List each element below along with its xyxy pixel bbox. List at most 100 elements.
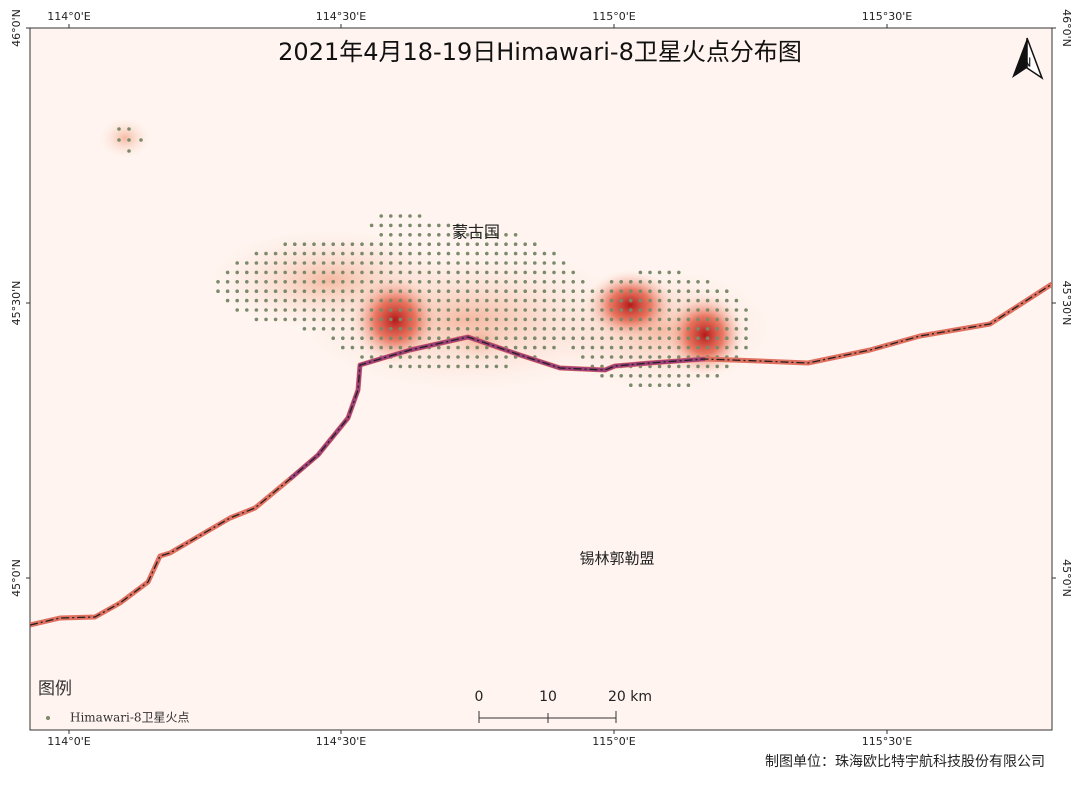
fire-point [542,317,547,322]
fire-point [648,280,652,284]
fire-point [369,289,374,294]
fire-point [264,298,268,303]
fire-point [437,270,441,275]
fire-point [369,223,374,228]
fire-point [475,298,480,303]
fire-point [667,345,671,350]
fire-point [369,327,374,331]
fire-point [446,233,451,237]
fire-point [398,308,403,312]
fire-point [417,364,422,369]
fire-point [389,345,393,350]
fire-point [398,280,403,284]
fire-point [648,336,652,341]
fire-point [312,261,316,265]
fire-point [494,317,499,322]
fire-point [561,327,566,331]
fire-point [494,298,499,303]
fire-point [417,298,422,303]
fire-point [705,364,710,369]
fire-point [533,270,537,275]
fire-point [629,355,633,359]
fire-point [293,317,297,322]
fire-point [590,355,595,359]
fire-point [398,251,403,256]
y-tick-label: 46°0'N [10,9,23,47]
fire-point [369,251,374,256]
fire-point [465,233,470,237]
fire-point [657,270,662,275]
fire-point [648,327,652,331]
fire-point [581,289,585,294]
fire-point [437,327,441,331]
fire-point [293,251,297,256]
fire-point [504,289,508,294]
fire-point [437,308,441,312]
fire-point [273,308,278,312]
fire-point [127,149,131,153]
fire-point [648,289,652,294]
fire-point [686,280,691,284]
fire-point [398,261,403,265]
fire-point [264,308,268,312]
fire-point [561,289,566,294]
fire-point [705,374,710,378]
fire-point [744,345,748,350]
fire-point [638,289,643,294]
fire-point [369,270,374,275]
fire-point [523,289,527,294]
fire-point [475,270,480,275]
fire-point [600,336,604,341]
fire-point [686,298,691,303]
fire-point [715,345,719,350]
fire-point [437,242,441,246]
fire-point [677,364,681,369]
fire-point [667,289,671,294]
fire-point [523,261,527,265]
fire-point [293,270,297,275]
fire-point [369,355,374,359]
fire-point [734,336,739,341]
fire-point [552,327,556,331]
fire-point [523,242,527,246]
fire-point [369,345,374,350]
fire-point [725,308,729,312]
fire-point [427,280,432,284]
x-tick-label: 114°30'E [316,735,367,748]
fire-point [657,345,662,350]
fire-point [117,138,121,142]
fire-point [264,317,268,322]
fire-point [302,317,307,322]
fire-point [485,308,489,312]
fire-point [715,317,719,322]
fire-point [427,327,432,331]
fire-point [465,251,470,256]
fire-point [581,298,585,303]
fire-point [609,336,614,341]
fire-point [321,289,326,294]
fire-point [456,261,460,265]
fire-point [677,317,681,322]
fire-point [475,345,480,350]
fire-point [456,308,460,312]
fire-point [331,270,336,275]
fire-point [475,355,480,359]
fire-point [552,336,556,341]
fire-point [417,242,422,246]
fire-point [657,327,662,331]
fire-point [417,327,422,331]
fire-point [667,383,671,388]
fire-point [350,327,355,331]
fire-point [283,298,288,303]
fire-point [581,336,585,341]
fire-point [235,270,239,275]
fire-point [321,251,326,256]
fire-point [283,317,288,322]
fire-point [475,289,480,294]
fire-point [225,270,230,275]
legend-title: 图例 [38,679,72,699]
fire-point [513,298,518,303]
fire-point [571,280,575,284]
fire-point [398,270,403,275]
fire-point [321,298,326,303]
